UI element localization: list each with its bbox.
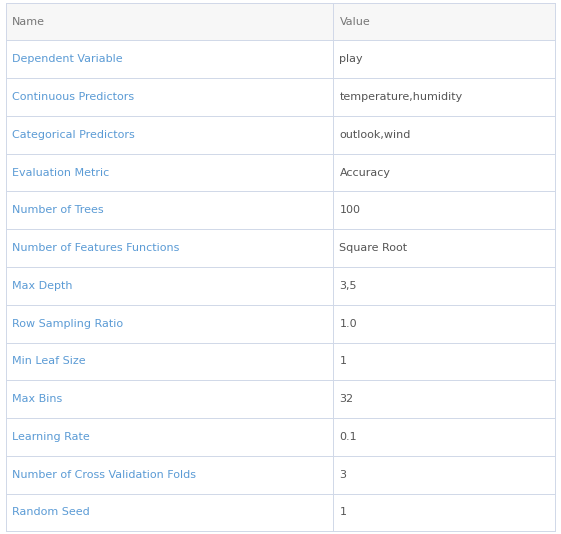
Text: 1.0: 1.0	[339, 319, 357, 328]
Text: Max Depth: Max Depth	[12, 281, 73, 291]
Text: Value: Value	[339, 17, 370, 27]
Text: 1: 1	[339, 507, 347, 517]
Text: Categorical Predictors: Categorical Predictors	[12, 130, 135, 140]
Text: Evaluation Metric: Evaluation Metric	[12, 168, 109, 178]
Bar	[6, 41, 555, 78]
Text: Dependent Variable: Dependent Variable	[12, 54, 123, 64]
Bar	[6, 418, 555, 456]
Text: outlook,wind: outlook,wind	[339, 130, 411, 140]
Bar	[6, 229, 555, 267]
Text: Number of Trees: Number of Trees	[12, 206, 104, 215]
Text: Accuracy: Accuracy	[339, 168, 390, 178]
Text: 32: 32	[339, 394, 353, 404]
Text: 1: 1	[339, 356, 347, 366]
Text: Continuous Predictors: Continuous Predictors	[12, 92, 135, 102]
Text: Square Root: Square Root	[339, 243, 408, 253]
Text: Min Leaf Size: Min Leaf Size	[12, 356, 86, 366]
Bar	[6, 380, 555, 418]
Text: Max Bins: Max Bins	[12, 394, 63, 404]
Text: Row Sampling Ratio: Row Sampling Ratio	[12, 319, 123, 328]
Text: Random Seed: Random Seed	[12, 507, 90, 517]
Bar	[6, 493, 555, 531]
Bar	[6, 192, 555, 229]
Bar	[6, 154, 555, 192]
Bar	[6, 116, 555, 154]
Bar	[6, 342, 555, 380]
Text: Name: Name	[12, 17, 45, 27]
Text: 3,5: 3,5	[339, 281, 357, 291]
Bar	[6, 3, 555, 41]
Text: 3: 3	[339, 470, 347, 480]
Bar	[6, 305, 555, 342]
Bar	[6, 456, 555, 493]
Bar	[6, 267, 555, 305]
Text: Learning Rate: Learning Rate	[12, 432, 90, 442]
Text: temperature,humidity: temperature,humidity	[339, 92, 463, 102]
Text: Number of Features Functions: Number of Features Functions	[12, 243, 180, 253]
Text: 100: 100	[339, 206, 361, 215]
Bar	[6, 78, 555, 116]
Text: 0.1: 0.1	[339, 432, 357, 442]
Text: play: play	[339, 54, 363, 64]
Text: Number of Cross Validation Folds: Number of Cross Validation Folds	[12, 470, 196, 480]
